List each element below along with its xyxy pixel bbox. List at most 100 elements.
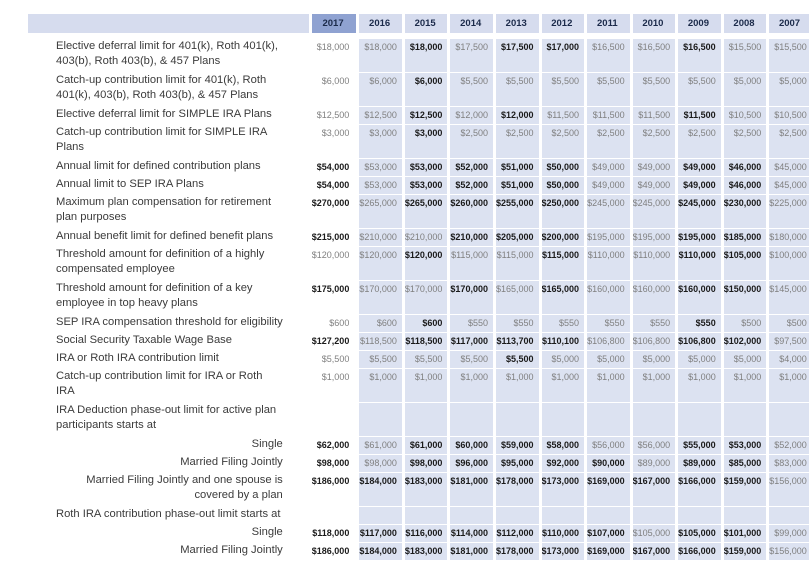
cell-value: $98,000 <box>409 458 443 468</box>
value-cell-2014: $550 <box>450 315 493 332</box>
empty-cell-2015 <box>404 507 448 524</box>
table-row: Catch-up contribution limit for IRA or R… <box>28 369 809 402</box>
cell-value: $600 <box>376 318 397 328</box>
spacer-cell <box>359 34 402 38</box>
value-cell-2016: $170,000 <box>359 281 402 314</box>
value-cell-2010: $195,000 <box>632 229 676 246</box>
cell-value: $16,500 <box>683 42 716 52</box>
cell-value: $3,000 <box>321 128 350 138</box>
cell-value: $550 <box>604 318 625 328</box>
cell-value: $46,000 <box>728 162 762 172</box>
value-cell-2015: $61,000 <box>404 437 448 454</box>
value-cell-2012: $11,500 <box>541 107 585 124</box>
cell-value: $550 <box>695 318 716 328</box>
value-cell-2007: $52,000 <box>769 437 809 454</box>
value-cell-2009: $89,000 <box>678 455 721 472</box>
cell-value: $165,000 <box>541 284 580 294</box>
value-cell-2013: $255,000 <box>495 195 539 228</box>
cell-value: $170,000 <box>404 284 443 294</box>
cell-value: $178,000 <box>495 476 534 486</box>
value-cell-2011: $49,000 <box>587 177 630 194</box>
table-row: Annual limit to SEP IRA Plans $54,000 $53,… <box>28 177 809 194</box>
value-cell-2015: $53,000 <box>404 177 448 194</box>
value-cell-2013: $165,000 <box>495 281 539 314</box>
cell-value: $2,500 <box>551 128 580 138</box>
cell-value: $98,000 <box>316 458 350 468</box>
value-cell-2015: $3,000 <box>404 125 448 158</box>
value-cell-2017: $1,000 <box>311 369 357 402</box>
table-body: Elective deferral limit for 401(k), Roth… <box>28 34 809 560</box>
cell-value: $195,000 <box>587 232 625 242</box>
cell-value: $260,000 <box>450 198 488 208</box>
cell-value: $110,000 <box>542 528 580 538</box>
cell-value: $106,800 <box>678 336 716 346</box>
value-cell-2007: $15,500 <box>769 39 809 72</box>
cell-value: $12,000 <box>455 110 488 120</box>
cell-value: $167,000 <box>632 546 671 556</box>
cell-value: $178,000 <box>495 546 534 556</box>
value-cell-2007: $500 <box>769 315 809 332</box>
value-cell-2009: $166,000 <box>678 473 721 506</box>
row-label: Annual limit for defined contribution pl… <box>28 159 309 176</box>
value-cell-2009: $160,000 <box>678 281 721 314</box>
cell-value: $59,000 <box>500 440 534 450</box>
cell-value: $105,000 <box>678 528 716 538</box>
cell-value: $11,500 <box>638 110 671 120</box>
value-cell-2011: $110,000 <box>587 247 630 280</box>
cell-value: $98,000 <box>364 458 397 468</box>
value-cell-2008: $500 <box>723 315 767 332</box>
cell-value: $186,000 <box>311 476 350 486</box>
value-cell-2012: $173,000 <box>541 473 585 506</box>
value-cell-2015: $118,500 <box>404 333 448 350</box>
cell-value: $5,000 <box>642 354 671 364</box>
cell-value: $5,000 <box>733 76 762 86</box>
value-cell-2009: $49,000 <box>678 159 721 176</box>
cell-value: $45,000 <box>774 180 807 190</box>
value-cell-2007: $83,000 <box>769 455 809 472</box>
year-header-2008: 2008 <box>723 14 767 33</box>
value-cell-2008: $230,000 <box>723 195 767 228</box>
cell-value: $89,000 <box>683 458 716 468</box>
value-cell-2015: $98,000 <box>404 455 448 472</box>
value-cell-2015: $120,000 <box>404 247 448 280</box>
value-cell-2011: $169,000 <box>587 543 630 560</box>
row-label: Roth IRA contribution phase-out limit st… <box>28 507 309 524</box>
table-row: Threshold amount for definition of a key… <box>28 281 809 314</box>
value-cell-2016: $117,000 <box>359 525 402 542</box>
empty-cell-2017 <box>311 507 357 524</box>
cell-value: $1,000 <box>688 372 716 382</box>
cell-value: $265,000 <box>359 198 397 208</box>
value-cell-2011: $11,500 <box>587 107 630 124</box>
cell-value: $210,000 <box>359 232 397 242</box>
cell-value: $95,000 <box>500 458 534 468</box>
value-cell-2013: $113,700 <box>495 333 539 350</box>
value-cell-2017: $5,500 <box>311 351 357 368</box>
cell-value: $166,000 <box>678 476 716 486</box>
cell-value: $112,000 <box>496 528 534 538</box>
cell-value: $2,500 <box>505 128 534 138</box>
cell-value: $160,000 <box>632 284 671 294</box>
value-cell-2009: $16,500 <box>678 39 721 72</box>
cell-value: $167,000 <box>632 476 671 486</box>
cell-value: $6,000 <box>321 76 350 86</box>
value-cell-2007: $156,000 <box>769 543 809 560</box>
value-cell-2011: $245,000 <box>587 195 630 228</box>
value-cell-2015: $6,000 <box>404 73 448 106</box>
value-cell-2008: $5,000 <box>723 73 767 106</box>
value-cell-2012: $110,100 <box>541 333 585 350</box>
cell-value: $169,000 <box>587 476 625 486</box>
value-cell-2014: $181,000 <box>450 473 493 506</box>
value-cell-2014: $170,000 <box>450 281 493 314</box>
value-cell-2010: $160,000 <box>632 281 676 314</box>
cell-value: $99,000 <box>774 528 807 538</box>
value-cell-2014: $96,000 <box>450 455 493 472</box>
value-cell-2012: $173,000 <box>541 543 585 560</box>
row-label: Married Filing Jointly and one spouse is… <box>28 473 309 506</box>
value-cell-2015: $53,000 <box>404 159 448 176</box>
year-header-2009: 2009 <box>678 14 721 33</box>
value-cell-2009: $166,000 <box>678 543 721 560</box>
value-cell-2009: $5,500 <box>678 73 721 106</box>
row-label: IRA or Roth IRA contribution limit <box>28 351 309 368</box>
value-cell-2007: $10,500 <box>769 107 809 124</box>
cell-value: $500 <box>786 318 807 328</box>
